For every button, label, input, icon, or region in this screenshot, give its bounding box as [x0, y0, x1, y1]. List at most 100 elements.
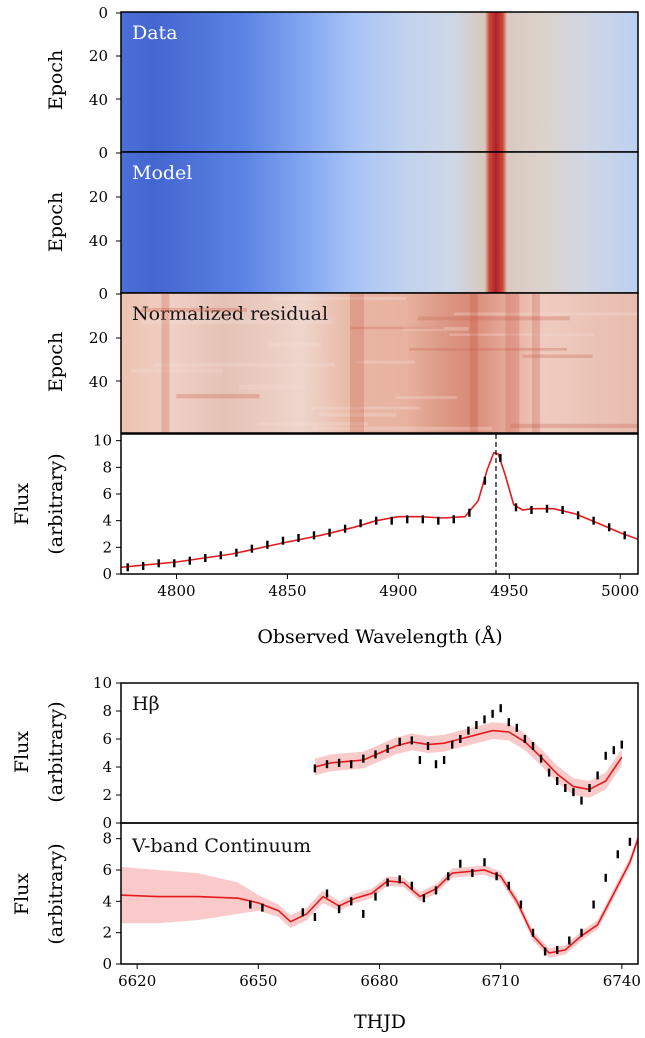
data-point [592, 516, 595, 525]
data-point [249, 900, 252, 909]
data-point [483, 715, 486, 724]
data-point [442, 756, 446, 764]
ytick-label: 4 [102, 758, 112, 776]
data-point [468, 508, 471, 517]
data-point [604, 751, 607, 760]
heatmap-model-panel: Model [120, 151, 639, 294]
model-line [121, 838, 638, 954]
model-line [314, 729, 623, 791]
residual-texture-stripe [318, 412, 397, 417]
residual-texture-stripe [131, 369, 223, 373]
ytick-label: 6 [102, 485, 112, 503]
data-point [337, 905, 341, 914]
data-point [406, 515, 409, 524]
data-point [386, 744, 389, 753]
data-point [426, 742, 430, 750]
data-point [350, 760, 353, 769]
data-point [434, 760, 438, 769]
residual-texture-stripe [449, 333, 595, 336]
data-point [451, 740, 454, 749]
data-point [556, 945, 559, 954]
data-point [507, 718, 510, 727]
hm-tick-marks [116, 12, 121, 382]
data-point [592, 900, 595, 909]
residual-texture-stripe [417, 316, 570, 321]
hm0-ytick-0: 0 [98, 4, 108, 22]
panel-label-residual: Normalized residual [132, 303, 328, 325]
data-point [398, 875, 401, 884]
data-point [173, 559, 176, 568]
data-point [386, 878, 389, 887]
xtick-label: 6620 [118, 972, 156, 990]
data-point [459, 859, 462, 868]
residual-texture-stripe [141, 307, 247, 312]
residual-texture-stripe [238, 384, 307, 390]
residual-texture-stripe [176, 394, 260, 399]
data-point [325, 760, 329, 769]
data-point [313, 764, 317, 773]
residual-texture-stripe [153, 362, 335, 367]
ytick-label: 10 [93, 432, 112, 450]
axes-frame [120, 433, 639, 575]
data-point [410, 881, 413, 890]
residual-texture-band [469, 294, 478, 433]
ytick-label: 2 [102, 786, 112, 804]
residual-texture-stripe [454, 312, 638, 316]
residual-texture-stripe [268, 342, 321, 348]
residual-texture-stripe [257, 422, 368, 426]
spectrum-ylabel-line1: Flux [11, 483, 33, 525]
data-point [499, 454, 502, 462]
spectrum-panel: 0 2 4 6 8 10 4800 4850 4900 4950 5000 Flux (arbitr… [11, 432, 639, 648]
hm1-ylabel: Epoch [45, 192, 67, 252]
ytick-label: 4 [102, 892, 112, 910]
continuum-ylabel-line1: Flux [11, 873, 33, 915]
data-point [410, 736, 413, 745]
spectrum-ylabel-line2: (arbitrary) [45, 453, 67, 554]
residual-texture-stripe [272, 296, 406, 301]
residual-texture-stripe [350, 326, 444, 330]
residual-texture-band [505, 294, 520, 433]
data-point [459, 735, 462, 743]
data-point [374, 892, 377, 901]
data-point [437, 516, 440, 525]
data-point [543, 947, 547, 956]
data-point [580, 928, 583, 937]
ytick-label: 6 [102, 730, 112, 748]
ytick-label: 0 [102, 955, 112, 973]
data-point [204, 554, 207, 562]
data-point [539, 754, 543, 763]
data-point [312, 531, 316, 540]
panel-label-data: Data [132, 22, 178, 44]
data-point [297, 534, 300, 542]
heatmap-data-panel: Data [120, 11, 639, 153]
data-point [580, 796, 583, 805]
data-point [374, 750, 377, 759]
hm0-ylabel: Epoch [45, 50, 67, 110]
continuum-label: V-band Continuum [131, 835, 311, 857]
data-point [612, 746, 615, 755]
model-uncertainty-band [314, 722, 622, 798]
data-point [531, 928, 535, 937]
data-point [398, 737, 401, 746]
data-point [281, 536, 285, 545]
data-point [616, 850, 619, 859]
data-point [604, 873, 607, 882]
data-point [219, 551, 222, 560]
data-point [359, 519, 362, 528]
model-line [121, 451, 638, 569]
data-point [568, 936, 571, 945]
ytick-label: 10 [93, 674, 112, 692]
ytick-label: 2 [102, 924, 112, 942]
ytick-label: 0 [102, 565, 112, 583]
data-point [350, 897, 353, 906]
hm0-ytick-20: 20 [89, 47, 108, 65]
residual-texture-band [349, 294, 364, 433]
xtick-label: 6710 [482, 972, 520, 990]
data-point [126, 563, 129, 572]
residual-texture-stripe [409, 347, 568, 351]
hbeta-plot-area [313, 704, 623, 805]
data-point [588, 784, 591, 792]
hm1-ytick-20: 20 [89, 188, 108, 206]
data-point [564, 784, 567, 792]
